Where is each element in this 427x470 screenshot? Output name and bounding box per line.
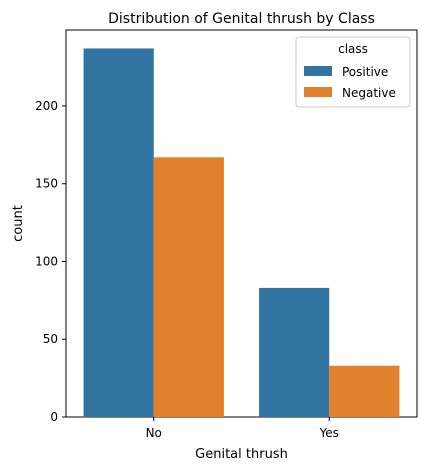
y-tick-label: 150 (35, 177, 58, 191)
plot-area (65, 29, 418, 418)
bar-negative-no (153, 157, 224, 417)
legend-title: class (338, 42, 368, 56)
bar-negative-yes (329, 365, 400, 417)
chart-title: Distribution of Genital thrush by Class (108, 11, 375, 27)
bars-group (83, 48, 400, 418)
y-tick-label: 100 (35, 254, 58, 268)
legend-label-positive: Positive (342, 65, 388, 79)
x-tick-label-no: No (146, 426, 162, 440)
legend-swatch-positive (304, 66, 332, 76)
bar-positive-yes (259, 287, 330, 417)
y-axis-ticks: 0 50 100 150 200 (35, 99, 66, 424)
y-axis-label: count (11, 205, 26, 242)
x-tick-label-yes: Yes (319, 426, 339, 440)
y-tick-label: 50 (43, 332, 58, 346)
x-axis-ticks: No Yes (146, 417, 339, 440)
bar-positive-no (83, 48, 154, 418)
y-tick-label: 200 (35, 99, 58, 113)
legend-swatch-negative (304, 87, 332, 97)
legend: class Positive Negative (295, 36, 411, 108)
legend-label-negative: Negative (342, 86, 396, 100)
x-axis-label: Genital thrush (195, 447, 288, 462)
y-tick-label: 0 (50, 410, 58, 424)
